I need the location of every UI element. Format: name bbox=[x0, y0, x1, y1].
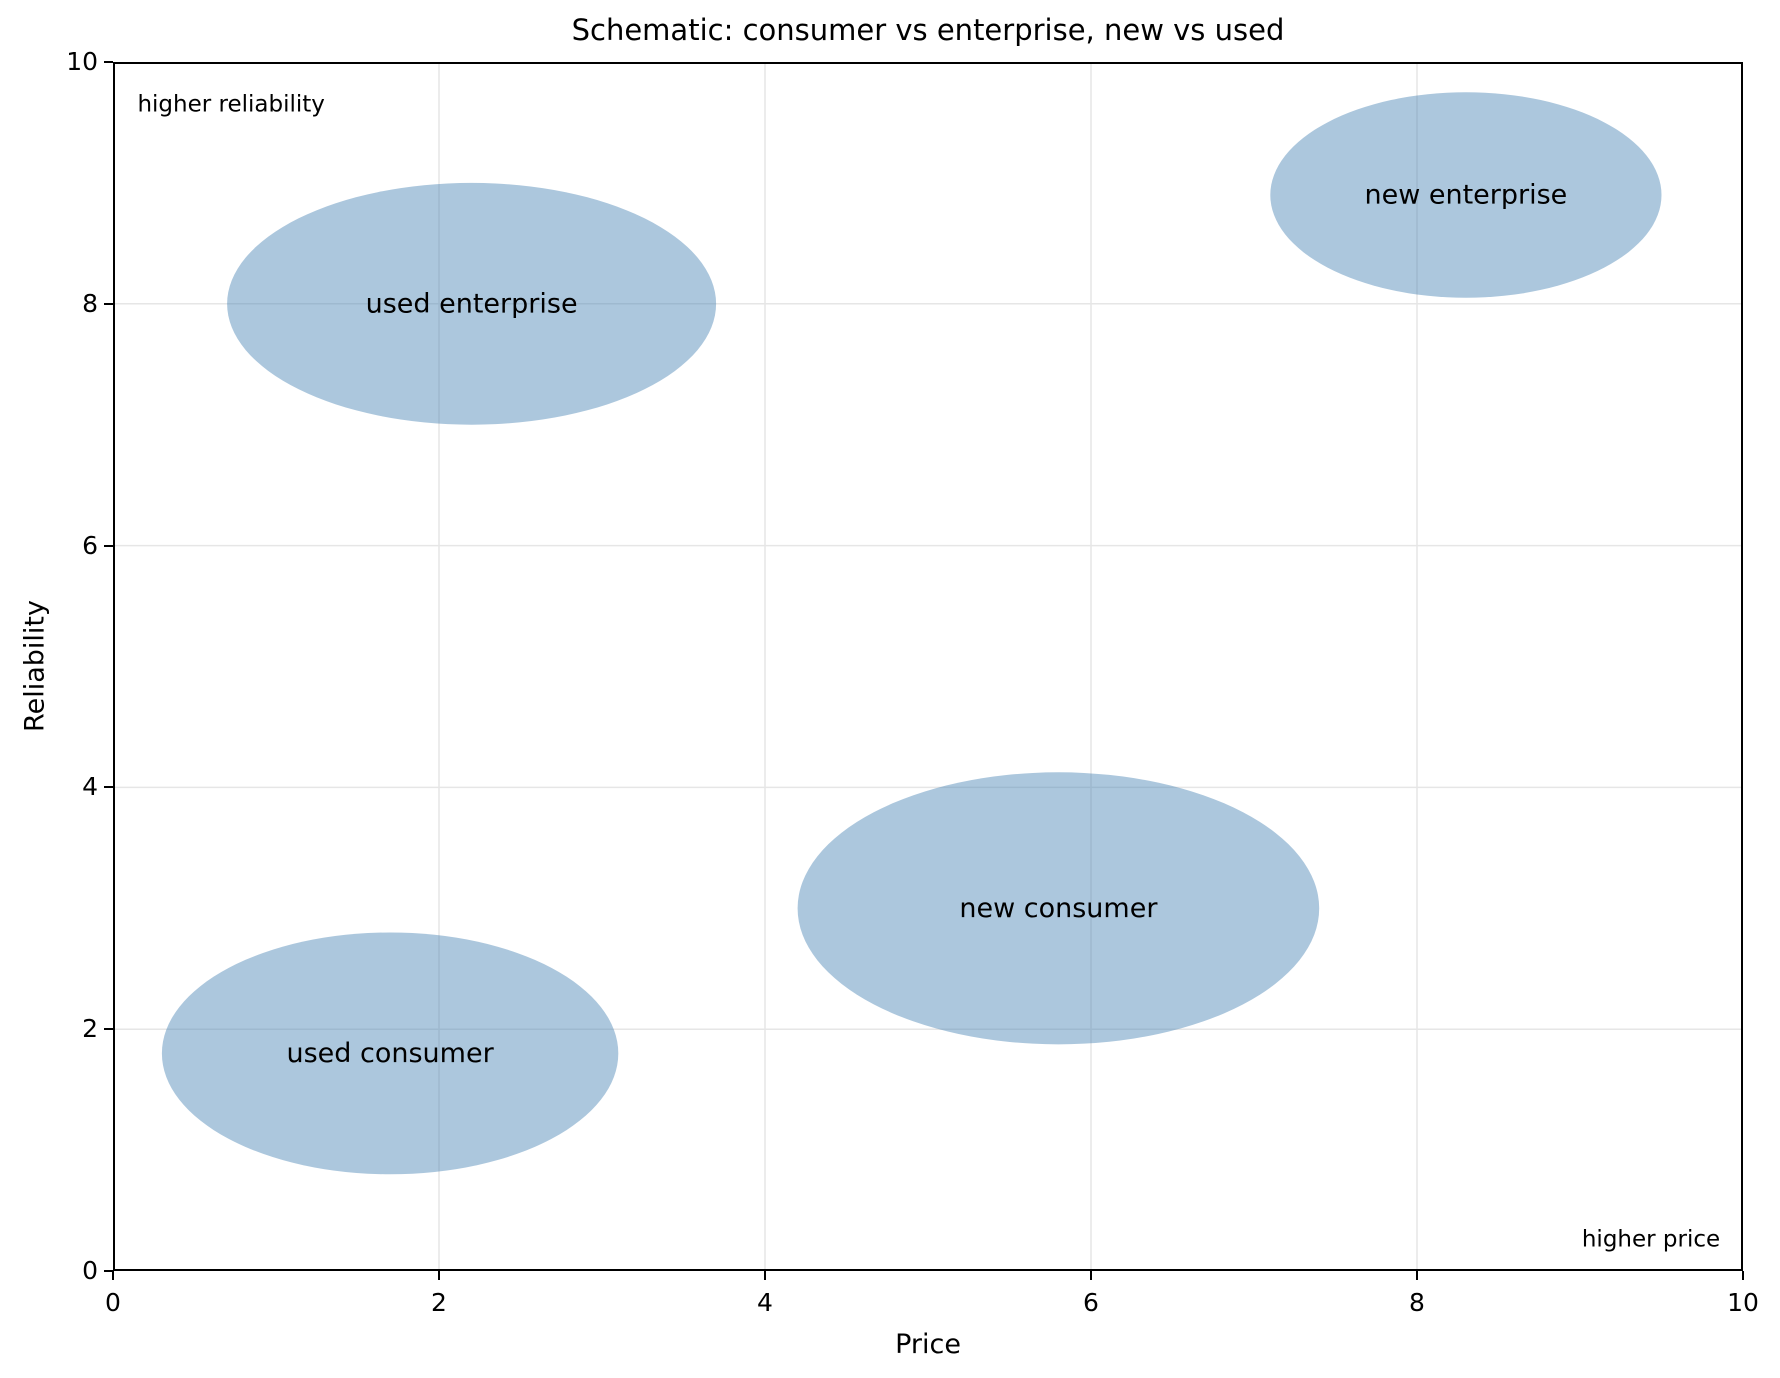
y-tick-label: 2 bbox=[82, 1014, 98, 1044]
y-tick-mark bbox=[104, 786, 113, 789]
plot-area: used enterprise new enterprise new consume… bbox=[113, 62, 1743, 1271]
x-tick-mark bbox=[1090, 1271, 1092, 1280]
ellipse-region-new-enterprise bbox=[1270, 92, 1662, 298]
y-tick-mark bbox=[104, 1270, 113, 1272]
y-tick-label: 0 bbox=[82, 1256, 98, 1285]
chart-title: Schematic: consumer vs enterprise, new v… bbox=[571, 13, 1285, 47]
y-tick-mark bbox=[104, 302, 113, 305]
ellipse-region-used-consumer bbox=[161, 932, 619, 1175]
annotation-higher-price: higher price bbox=[1582, 1227, 1720, 1253]
ellipse-label-used-consumer: used consumer bbox=[287, 1038, 495, 1069]
y-tick-label: 4 bbox=[82, 772, 98, 802]
x-axis-label: Price bbox=[895, 1329, 961, 1360]
x-tick-mark bbox=[1742, 1271, 1744, 1280]
y-axis-label: Reliability bbox=[19, 600, 51, 732]
ellipse-region-new-consumer bbox=[797, 772, 1320, 1045]
annotation-higher-reliability: higher reliability bbox=[137, 91, 324, 117]
x-tick-mark bbox=[764, 1271, 766, 1280]
y-tick-mark bbox=[104, 61, 113, 63]
ellipse-region-used-enterprise bbox=[227, 182, 717, 425]
x-tick-mark bbox=[1416, 1271, 1418, 1280]
x-tick-label: 0 bbox=[105, 1288, 121, 1317]
ellipse-label-new-consumer: new consumer bbox=[959, 893, 1158, 924]
x-tick-label: 6 bbox=[1083, 1288, 1099, 1317]
x-tick-label: 2 bbox=[431, 1288, 447, 1317]
ellipse-label-new-enterprise: new enterprise bbox=[1364, 179, 1567, 210]
plot-spines bbox=[113, 62, 1743, 1271]
y-tick-mark bbox=[104, 544, 113, 547]
y-tick-label: 8 bbox=[82, 288, 98, 318]
x-tick-label: 8 bbox=[1409, 1288, 1425, 1317]
y-tick-mark bbox=[104, 1028, 113, 1031]
y-tick-label: 10 bbox=[66, 47, 98, 76]
y-tick-label: 6 bbox=[82, 530, 98, 560]
x-tick-mark bbox=[438, 1271, 440, 1280]
ellipse-label-used-enterprise: used enterprise bbox=[366, 288, 578, 319]
x-tick-label: 4 bbox=[757, 1288, 773, 1317]
x-tick-label: 10 bbox=[1727, 1288, 1759, 1317]
x-tick-mark bbox=[112, 1271, 114, 1280]
